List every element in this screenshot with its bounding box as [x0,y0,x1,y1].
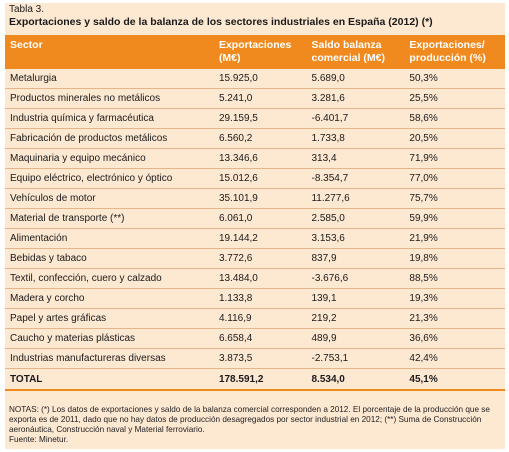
cell-saldo: 139,1 [311,288,410,309]
cell-sector: Textil, confección, cuero y calzado [5,268,219,289]
cell-exportaciones: 6.658,4 [218,328,312,349]
cell-exportaciones: 5.241,0 [218,88,312,109]
table-number: Tabla 3. [9,4,45,15]
table-row: Textil, confección, cuero y calzado 13.48… [5,268,505,289]
source-text: Fuente: Minetur. [9,435,69,444]
cell-saldo: -2.753,1 [311,348,410,369]
table-row: Productos minerales no metálicos 5.241,0 3… [5,88,505,109]
table-row: Madera y corcho 1.133,8 139,1 19,3% [5,288,505,309]
cell-ratio: 36,6% [409,328,505,349]
cell-sector: Madera y corcho [5,288,219,309]
cell-ratio: 21,3% [409,308,505,329]
notes-text: NOTAS: (*) Los datos de exportaciones y … [9,405,490,434]
cell-exportaciones: 6.061,0 [218,208,312,229]
cell-saldo: -8.354,7 [311,168,410,189]
cell-sector: Industrias manufactureras diversas [5,348,219,369]
cell-ratio: 45,1% [409,368,505,391]
cell-ratio: 19,3% [409,288,505,309]
cell-exportaciones: 13.346,6 [218,148,312,169]
cell-exportaciones: 15.925,0 [218,69,312,89]
table-total-row: TOTAL 178.591,2 8.534,0 45,1% [5,368,505,391]
table-row: Metalurgia 15.925,0 5.689,0 50,3% [5,69,505,89]
cell-ratio: 50,3% [409,69,505,89]
table-row: Industrias manufactureras diversas 3.873,… [5,348,505,369]
cell-ratio: 71,9% [409,148,505,169]
table-row: Material de transporte (**) 6.061,0 2.585,… [5,208,505,229]
cell-sector: Papel y artes gráficas [5,308,219,329]
cell-ratio: 25,5% [409,88,505,109]
cell-saldo: 3.153,6 [311,228,410,249]
cell-ratio: 58,6% [409,108,505,129]
cell-sector: Alimentación [5,228,219,249]
cell-ratio: 59,9% [409,208,505,229]
table-row: Papel y artes gráficas 4.116,9 219,2 21,3% [5,308,505,329]
cell-sector: Maquinaria y equipo mecánico [5,148,219,169]
cell-saldo: 8.534,0 [311,368,410,391]
cell-exportaciones: 29.159,5 [218,108,312,129]
cell-saldo: 5.689,0 [311,69,410,89]
table-row: Caucho y materias plásticas 6.658,4 489,9 3… [5,328,505,349]
cell-sector: Caucho y materias plásticas [5,328,219,349]
cell-ratio: 88,5% [409,268,505,289]
cell-sector: Industria química y farmacéutica [5,108,219,129]
cell-ratio: 77,0% [409,168,505,189]
cell-sector: Vehículos de motor [5,188,219,209]
cell-saldo: 219,2 [311,308,410,329]
cell-exportaciones: 178.591,2 [218,368,312,391]
cell-exportaciones: 4.116,9 [218,308,312,329]
cell-sector: Metalurgia [5,69,219,89]
cell-saldo: 2.585,0 [311,208,410,229]
cell-ratio: 19,8% [409,248,505,269]
header-exportaciones: Exportaciones (M€) [218,39,292,64]
cell-saldo: 3.281,6 [311,88,410,109]
cell-saldo: -6.401,7 [311,108,410,129]
cell-saldo: 837,9 [311,248,410,269]
cell-saldo: -3.676,6 [311,268,410,289]
cell-sector: Productos minerales no metálicos [5,88,219,109]
table-row: Industria química y farmacéutica 29.159,5… [5,108,505,129]
cell-ratio: 21,9% [409,228,505,249]
header-ratio: Exportaciones/producción (%) [409,39,486,64]
data-table: Sector Exportaciones (M€) Saldo balanza co… [5,35,505,391]
table-row: Vehículos de motor 35.101,9 11.277,6 75,7% [5,188,505,209]
cell-sector: Fabricación de productos metálicos [5,128,219,149]
cell-exportaciones: 13.484,0 [218,268,312,289]
header-sector: Sector [10,39,43,51]
cell-exportaciones: 15.012,6 [218,168,312,189]
cell-exportaciones: 3.873,5 [218,348,312,369]
table-title: Exportaciones y saldo de la balanza de l… [9,16,433,28]
table-row: Fabricación de productos metálicos 6.560,… [5,128,505,149]
cell-exportaciones: 3.772,6 [218,248,312,269]
table-body: Metalurgia 15.925,0 5.689,0 50,3% Productos … [5,69,505,391]
cell-exportaciones: 1.133,8 [218,288,312,309]
cell-sector: Equipo eléctrico, electrónico y óptico [5,168,219,189]
cell-ratio: 20,5% [409,128,505,149]
cell-ratio: 42,4% [409,348,505,369]
cell-saldo: 11.277,6 [311,188,410,209]
cell-sector: Bebidas y tabaco [5,248,219,269]
cell-sector: Material de transporte (**) [5,208,219,229]
cell-saldo: 489,9 [311,328,410,349]
table-header-row: Sector Exportaciones (M€) Saldo balanza co… [5,35,505,69]
cell-exportaciones: 19.144,2 [218,228,312,249]
header-saldo: Saldo balanza comercial (M€) [311,39,386,64]
cell-exportaciones: 35.101,9 [218,188,312,209]
cell-saldo: 313,4 [311,148,410,169]
cell-exportaciones: 6.560,2 [218,128,312,149]
cell-ratio: 75,7% [409,188,505,209]
cell-sector: TOTAL [5,368,219,391]
table-row: Equipo eléctrico, electrónico y óptico 15… [5,168,505,189]
table-row: Bebidas y tabaco 3.772,6 837,9 19,8% [5,248,505,269]
cell-saldo: 1.733,8 [311,128,410,149]
table-row: Alimentación 19.144,2 3.153,6 21,9% [5,228,505,249]
notes: NOTAS: (*) Los datos de exportaciones y … [9,405,503,445]
table-row: Maquinaria y equipo mecánico 13.346,6 313,… [5,148,505,169]
